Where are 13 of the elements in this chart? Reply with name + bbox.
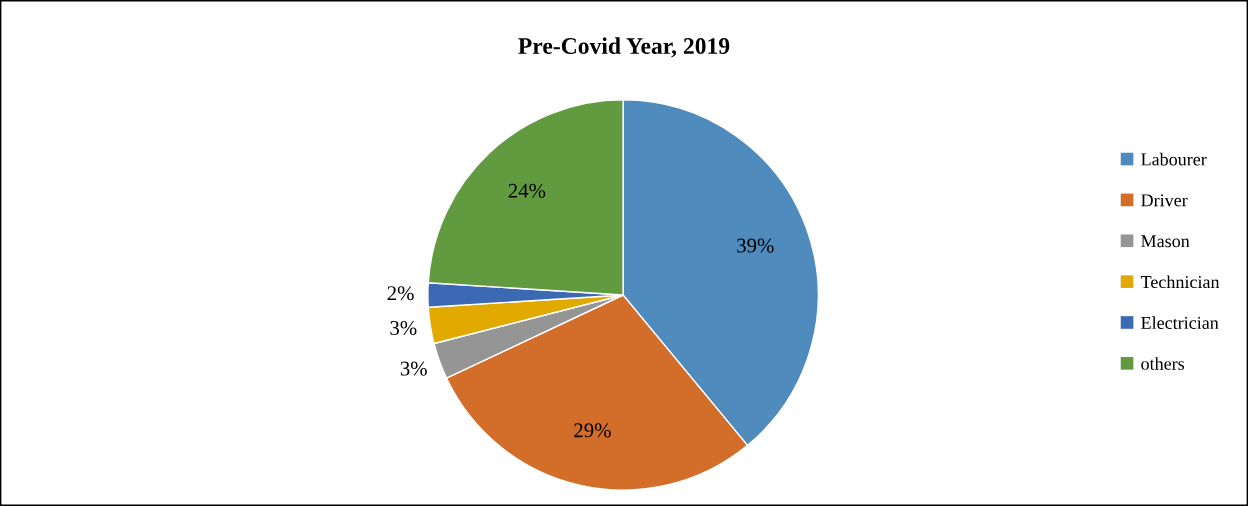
data-label: 2% — [387, 286, 414, 301]
legend-label: Technician — [1140, 275, 1220, 289]
legend-label: Driver — [1141, 194, 1188, 207]
legend-label: Electrician — [1141, 316, 1219, 329]
legend-label: Labourer — [1141, 152, 1207, 166]
legend-label: Mason — [1141, 235, 1190, 248]
data-label: 29% — [574, 423, 611, 438]
data-label: 39% — [737, 238, 774, 253]
legend-label: others — [1141, 357, 1185, 370]
data-label: 3% — [390, 320, 417, 336]
data-label: 3% — [400, 361, 427, 376]
chart-title: Pre-Covid Year, 2019 — [518, 37, 730, 58]
data-label: 24% — [508, 183, 546, 198]
